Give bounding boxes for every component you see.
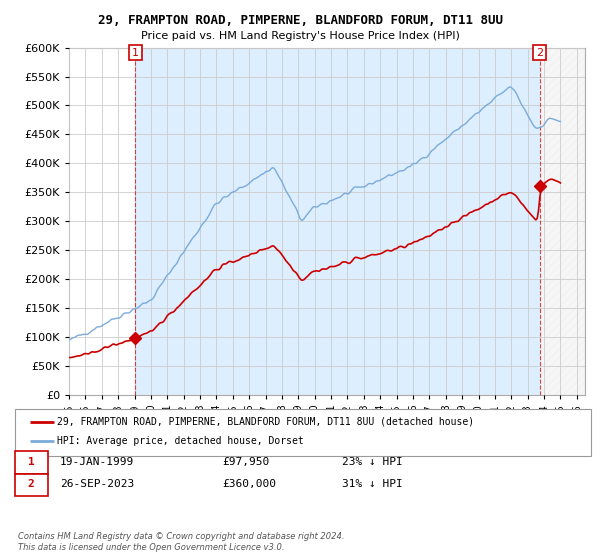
Text: 23% ↓ HPI: 23% ↓ HPI [342,457,403,467]
Text: 1: 1 [28,457,35,467]
Bar [136,48,539,395]
Text: 29, FRAMPTON ROAD, PIMPERNE, BLANDFORD FORUM, DT11 8UU (detached house): 29, FRAMPTON ROAD, PIMPERNE, BLANDFORD F… [57,417,474,427]
Text: 31% ↓ HPI: 31% ↓ HPI [342,479,403,489]
Text: 29, FRAMPTON ROAD, PIMPERNE, BLANDFORD FORUM, DT11 8UU: 29, FRAMPTON ROAD, PIMPERNE, BLANDFORD F… [97,14,503,27]
Text: Contains HM Land Registry data © Crown copyright and database right 2024.
This d: Contains HM Land Registry data © Crown c… [18,532,344,552]
Text: Price paid vs. HM Land Registry's House Price Index (HPI): Price paid vs. HM Land Registry's House … [140,31,460,41]
Text: £360,000: £360,000 [222,479,276,489]
Text: 1: 1 [132,48,139,58]
Text: £97,950: £97,950 [222,457,269,467]
Text: 19-JAN-1999: 19-JAN-1999 [60,457,134,467]
Text: 26-SEP-2023: 26-SEP-2023 [60,479,134,489]
Text: HPI: Average price, detached house, Dorset: HPI: Average price, detached house, Dors… [57,436,304,446]
Text: 2: 2 [28,479,35,489]
Text: 2: 2 [536,48,543,58]
Bar [539,48,585,395]
